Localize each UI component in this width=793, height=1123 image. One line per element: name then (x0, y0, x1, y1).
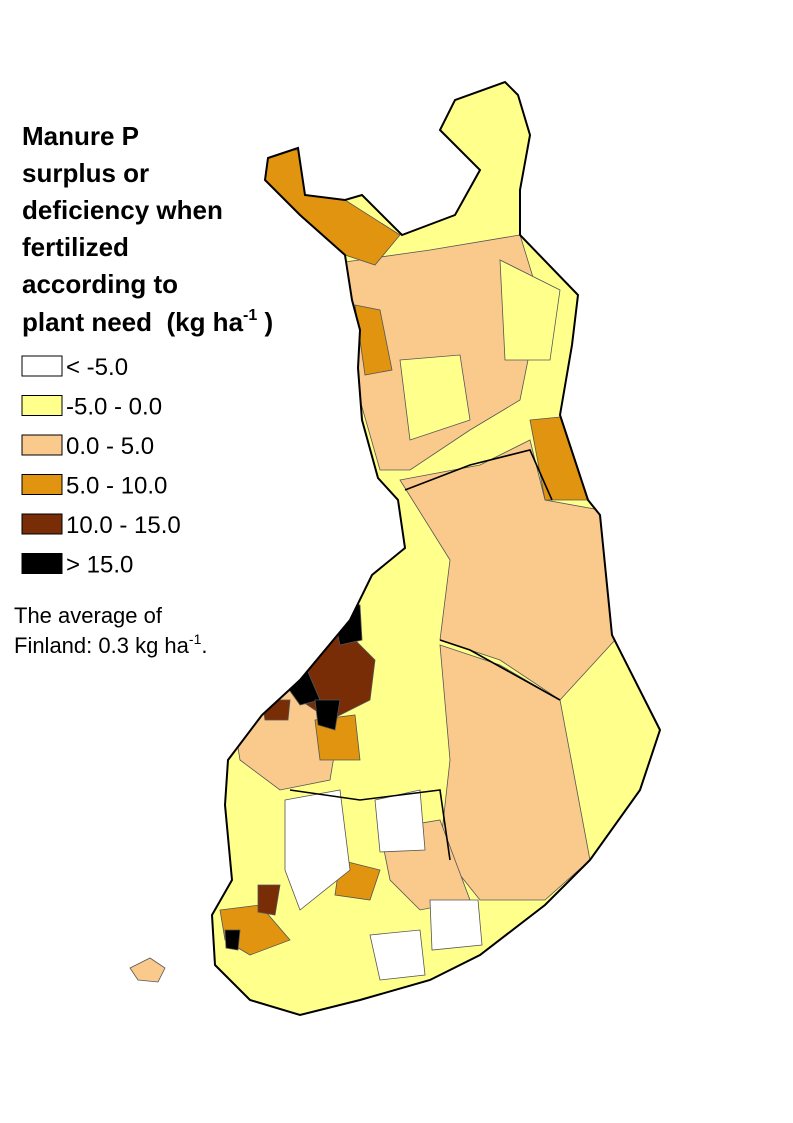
note-line: Finland: 0.3 kg ha-1. (14, 631, 207, 658)
note-text: Finland: 0.3 kg ha (14, 633, 190, 658)
region (314, 699, 341, 731)
note-tail: . (201, 633, 207, 658)
legend-label: 0.0 - 5.0 (66, 433, 154, 460)
region (399, 354, 471, 441)
region (354, 304, 393, 376)
title-tail: ) (257, 307, 273, 337)
legend-swatch (21, 553, 63, 574)
province-border (289, 789, 451, 861)
province-border (404, 449, 553, 501)
legend-label: > 15.0 (66, 552, 133, 579)
title-line: deficiency when (22, 195, 223, 225)
region (499, 259, 561, 361)
title-line: surplus or (22, 158, 149, 188)
legend-swatch (21, 395, 63, 416)
note-line: The average of (14, 603, 163, 628)
title-line: according to (22, 269, 178, 299)
legend-label: < -5.0 (66, 354, 128, 381)
country-outline (210, 80, 662, 1017)
legend-swatch (21, 513, 63, 535)
title-sup: -1 (243, 307, 257, 324)
region (284, 789, 351, 911)
region (374, 789, 426, 853)
region (369, 929, 426, 981)
title-line: plant need (kg ha-1 ) (22, 307, 273, 337)
region (259, 149, 401, 266)
legend: < -5.0 -5.0 - 0.0 0.0 - 5.0 5.0 - 10.0 10.0 … (21, 354, 181, 579)
legend-swatch (21, 474, 63, 495)
legend-label: -5.0 - 0.0 (66, 394, 162, 421)
note-sup: -1 (189, 631, 202, 647)
title-line: Manure P (22, 121, 139, 151)
legend-swatch (21, 434, 63, 456)
title-line: fertilized (22, 232, 129, 262)
region (429, 899, 483, 951)
legend-label: 10.0 - 15.0 (66, 512, 181, 539)
map-regions (212, 82, 660, 1015)
region (224, 929, 241, 951)
title-text: plant need (kg ha (22, 307, 244, 337)
legend-label: 5.0 - 10.0 (66, 473, 167, 500)
region (257, 884, 281, 916)
legend-swatch (21, 355, 63, 377)
province-border (439, 639, 561, 701)
island (129, 957, 166, 983)
